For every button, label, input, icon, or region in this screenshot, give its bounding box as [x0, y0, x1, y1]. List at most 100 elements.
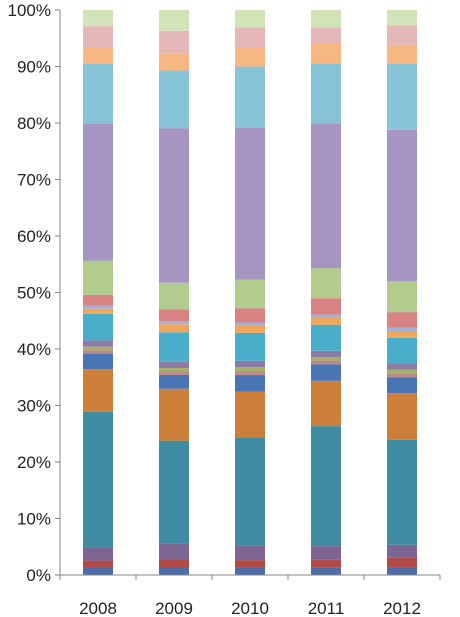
- bar-segment-2009-18: [159, 10, 189, 31]
- bar-segment-2011-12: [311, 298, 341, 315]
- bar-segment-2010-11: [235, 322, 265, 326]
- bar-segment-2008-1: [83, 560, 113, 568]
- axes-layer: [55, 9, 441, 580]
- bar-segment-2008-18: [83, 10, 113, 27]
- bar-segment-2011-17: [311, 27, 341, 44]
- bar-segment-2010-4: [235, 391, 265, 438]
- labels-layer: 0% 10% 20% 30% 40% 50% 60% 70% 80% 90% 100% 2008 200…: [8, 1, 421, 617]
- bar-segment-2012-11: [387, 327, 417, 331]
- bar-segment-2012-13: [387, 281, 417, 313]
- bar-segment-2010-15: [235, 66, 265, 128]
- bar-segment-2010-18: [235, 10, 265, 28]
- bar-segment-2008-11: [83, 305, 113, 309]
- y-tick-label: 0%: [26, 566, 51, 585]
- bar-segment-2010-0: [235, 567, 265, 575]
- bar-segment-2010-17: [235, 27, 265, 48]
- bar-segment-2009-9: [159, 332, 189, 362]
- bar-segment-2012-1: [387, 557, 417, 568]
- y-tick-label: 60%: [17, 227, 51, 246]
- bar-segment-2008-0: [83, 567, 113, 575]
- bar-segment-2009-4: [159, 388, 189, 441]
- bar-segment-2010-13: [235, 279, 265, 309]
- bar-segment-2010-9: [235, 332, 265, 361]
- y-tick-label: 20%: [17, 453, 51, 472]
- bar-segment-2009-12: [159, 309, 189, 322]
- bar-segment-2010-5: [235, 375, 265, 392]
- bar-segment-2009-14: [159, 128, 189, 283]
- bar-segment-2009-0: [159, 567, 189, 575]
- bar-segment-2012-3: [387, 439, 417, 545]
- bar-segment-2011-3: [311, 426, 341, 547]
- bar-segment-2010-2: [235, 545, 265, 561]
- bar-segment-2011-0: [311, 567, 341, 575]
- bar-segment-2012-9: [387, 337, 417, 364]
- bar-segment-2011-18: [311, 10, 341, 28]
- bar-segment-2009-7: [159, 368, 189, 372]
- bar-segment-2012-4: [387, 393, 417, 440]
- bar-segment-2009-6: [159, 371, 189, 375]
- bar-segment-2011-13: [311, 268, 341, 299]
- bar-segment-2008-6: [83, 350, 113, 354]
- bar-segment-2012-14: [387, 129, 417, 282]
- bar-segment-2008-16: [83, 48, 113, 64]
- bar-segment-2008-2: [83, 547, 113, 561]
- bar-segment-2009-15: [159, 70, 189, 129]
- bar-segment-2011-7: [311, 357, 341, 361]
- x-category-label: 2008: [79, 599, 117, 617]
- bar-segment-2012-10: [387, 330, 417, 338]
- bar-segment-2012-16: [387, 44, 417, 64]
- bar-segment-2008-4: [83, 369, 113, 412]
- bar-segment-2012-17: [387, 25, 417, 45]
- x-category-label: 2012: [383, 599, 421, 617]
- bar-segment-2011-16: [311, 43, 341, 64]
- y-tick-label: 90%: [17, 58, 51, 77]
- bar-segment-2012-0: [387, 567, 417, 575]
- bar-segment-2009-13: [159, 282, 189, 310]
- bar-segment-2008-9: [83, 313, 113, 341]
- bar-segment-2012-5: [387, 377, 417, 394]
- y-tick-label: 40%: [17, 340, 51, 359]
- bar-segment-2009-16: [159, 53, 189, 71]
- bar-segment-2010-3: [235, 437, 265, 546]
- bar-segment-2009-11: [159, 321, 189, 325]
- bar-segment-2010-16: [235, 47, 265, 67]
- bar-segment-2008-17: [83, 26, 113, 49]
- bar-segment-2009-5: [159, 374, 189, 389]
- bar-segment-2011-2: [311, 546, 341, 560]
- bar-segment-2009-8: [159, 361, 189, 369]
- bar-segment-2011-6: [311, 360, 341, 365]
- bar-segment-2010-1: [235, 560, 265, 568]
- y-tick-label: 50%: [17, 284, 51, 303]
- bar-segment-2009-10: [159, 324, 189, 333]
- y-tick-label: 10%: [17, 510, 51, 529]
- bars-layer: [83, 10, 417, 575]
- bar-segment-2008-7: [83, 346, 113, 351]
- x-category-label: 2011: [308, 599, 345, 617]
- bar-segment-2010-12: [235, 308, 265, 323]
- y-tick-label: 80%: [17, 114, 51, 133]
- bar-segment-2011-9: [311, 324, 341, 351]
- bar-segment-2012-15: [387, 63, 417, 130]
- y-tick-label: 30%: [17, 397, 51, 416]
- x-category-label: 2009: [155, 599, 193, 617]
- bar-segment-2008-8: [83, 340, 113, 347]
- bar-segment-2011-4: [311, 380, 341, 427]
- bar-segment-2011-1: [311, 559, 341, 568]
- bar-segment-2008-12: [83, 294, 113, 306]
- bar-segment-2010-8: [235, 360, 265, 368]
- bar-segment-2008-10: [83, 308, 113, 314]
- bar-segment-2008-15: [83, 63, 113, 124]
- bar-segment-2008-3: [83, 411, 113, 548]
- y-tick-label: 70%: [17, 171, 51, 190]
- bar-segment-2009-17: [159, 30, 189, 54]
- bar-segment-2012-12: [387, 312, 417, 328]
- bar-segment-2012-8: [387, 363, 417, 370]
- y-tick-label: 100%: [8, 1, 51, 20]
- bar-segment-2010-14: [235, 127, 265, 280]
- bar-segment-2009-2: [159, 543, 189, 560]
- bar-segment-2012-7: [387, 369, 417, 374]
- bar-segment-2011-14: [311, 123, 341, 269]
- bar-segment-2011-15: [311, 63, 341, 124]
